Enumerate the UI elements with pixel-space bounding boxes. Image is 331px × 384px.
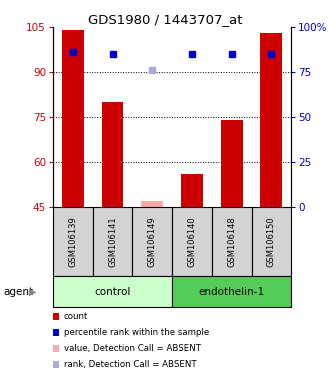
Text: count: count bbox=[64, 311, 88, 321]
Bar bbox=[212, 207, 252, 276]
Text: ▶: ▶ bbox=[29, 287, 37, 297]
Bar bbox=[62, 30, 84, 207]
Text: GSM106149: GSM106149 bbox=[148, 217, 157, 267]
Bar bbox=[181, 174, 203, 207]
Bar bbox=[53, 207, 93, 276]
Text: GSM106148: GSM106148 bbox=[227, 217, 236, 267]
Bar bbox=[252, 207, 291, 276]
Text: rank, Detection Call = ABSENT: rank, Detection Call = ABSENT bbox=[64, 360, 197, 369]
Bar bbox=[93, 207, 132, 276]
Bar bbox=[132, 207, 172, 276]
Text: percentile rank within the sample: percentile rank within the sample bbox=[64, 328, 209, 337]
Text: GSM106150: GSM106150 bbox=[267, 217, 276, 267]
Bar bbox=[260, 33, 282, 207]
Text: control: control bbox=[94, 287, 131, 297]
Text: GSM106140: GSM106140 bbox=[187, 217, 197, 267]
Text: endothelin-1: endothelin-1 bbox=[199, 287, 265, 297]
Bar bbox=[141, 201, 163, 207]
Bar bbox=[221, 120, 243, 207]
Bar bbox=[53, 276, 172, 307]
Text: agent: agent bbox=[3, 287, 33, 297]
Text: GSM106139: GSM106139 bbox=[68, 217, 77, 267]
Text: GSM106141: GSM106141 bbox=[108, 217, 117, 267]
Bar bbox=[102, 102, 123, 207]
Bar bbox=[172, 207, 212, 276]
Text: value, Detection Call = ABSENT: value, Detection Call = ABSENT bbox=[64, 344, 201, 353]
Bar bbox=[172, 276, 291, 307]
Text: GDS1980 / 1443707_at: GDS1980 / 1443707_at bbox=[88, 13, 243, 26]
